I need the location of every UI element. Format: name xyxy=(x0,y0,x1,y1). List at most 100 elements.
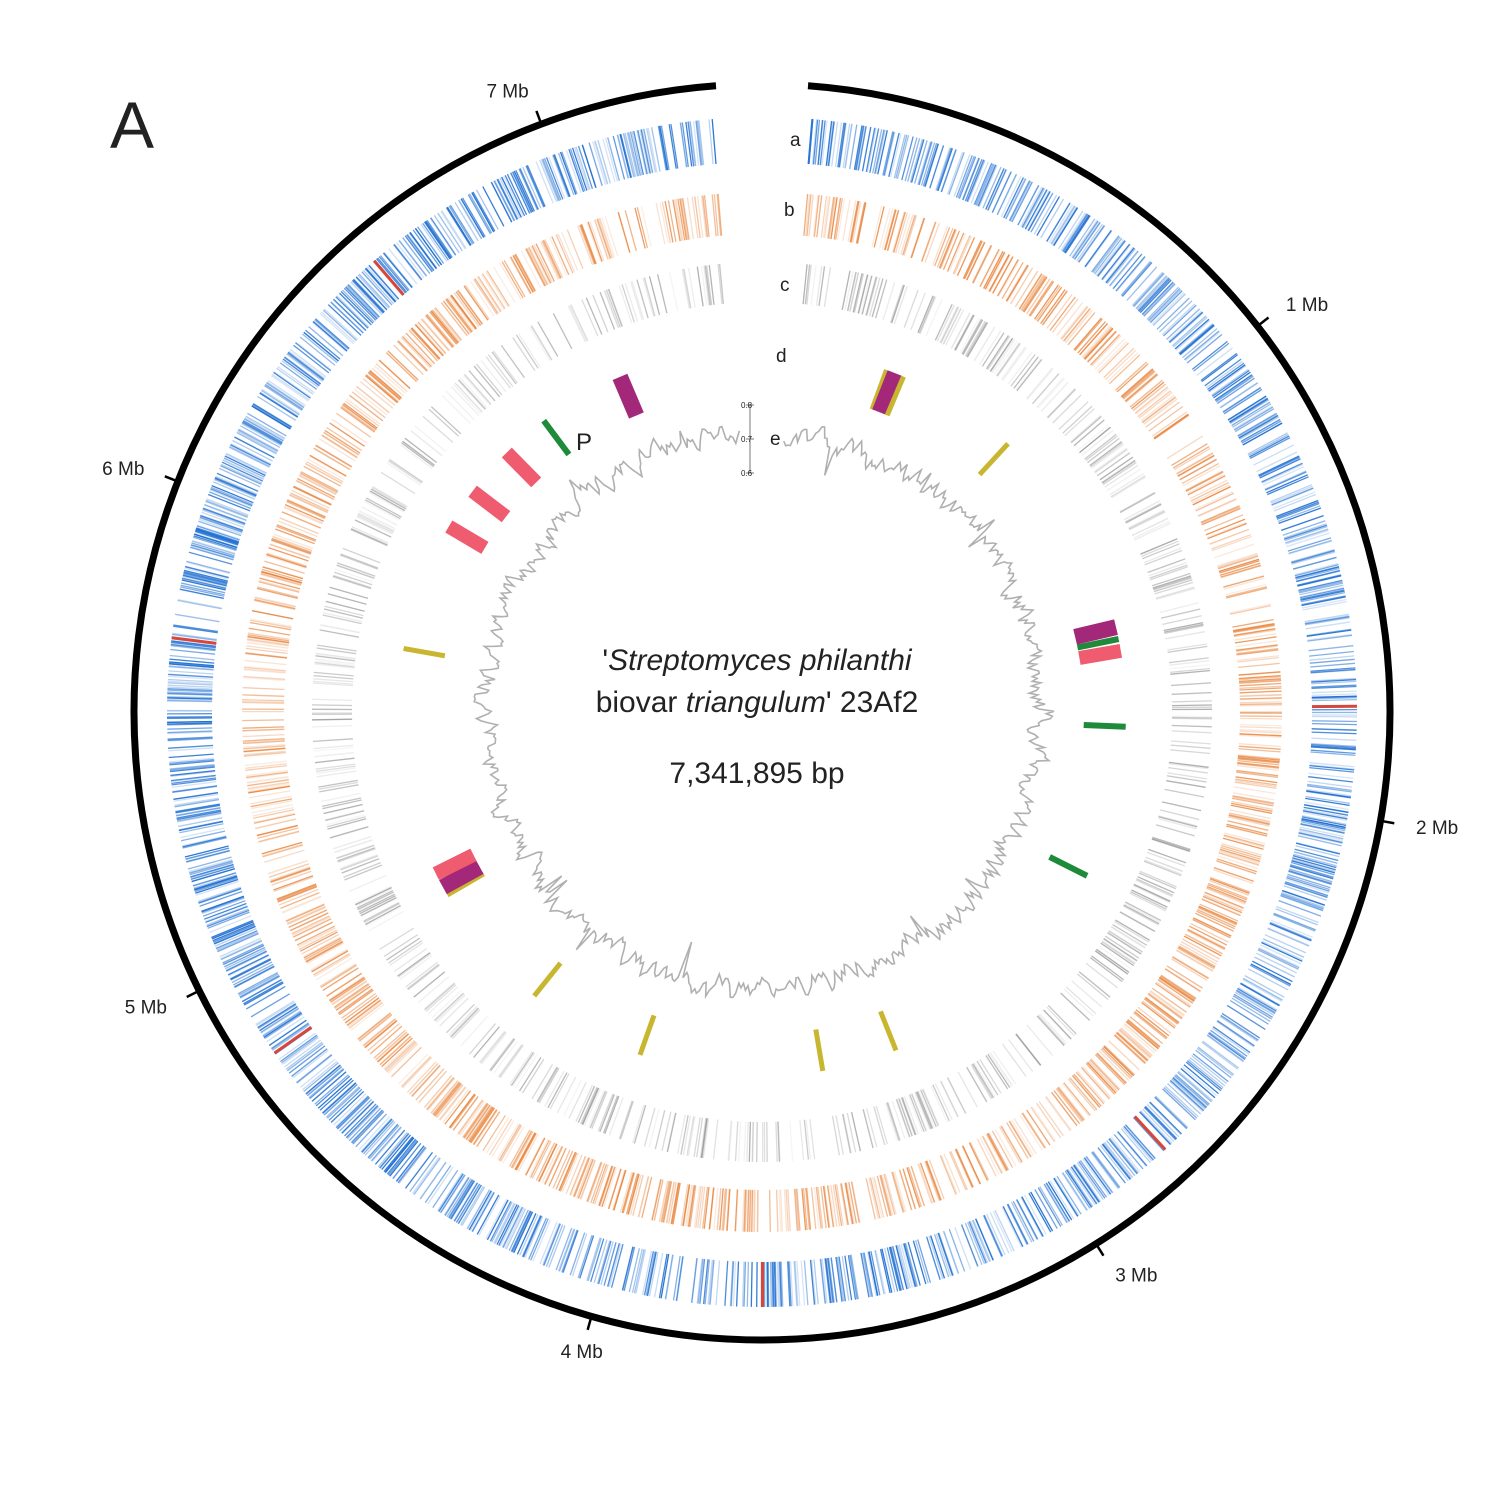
gene-mark-a xyxy=(1044,1183,1069,1223)
gene-mark-b xyxy=(956,237,976,277)
gene-mark-b xyxy=(295,480,334,501)
gene-mark-a xyxy=(1142,1108,1175,1142)
gene-mark-b xyxy=(242,728,285,732)
gene-mark-b xyxy=(892,211,905,253)
gene-mark-a xyxy=(198,520,242,537)
gene-mark-a xyxy=(948,152,965,195)
gene-mark-a xyxy=(1121,261,1152,297)
gene-mark-b xyxy=(287,906,326,926)
gene-mark-a xyxy=(646,128,657,173)
gene-mark-a xyxy=(1148,288,1182,322)
gene-mark-a xyxy=(1306,628,1352,637)
gene-mark-b xyxy=(834,1184,843,1226)
gene-mark-c xyxy=(1158,815,1198,827)
gene-mark-c xyxy=(636,279,649,319)
gene-mark-c xyxy=(405,961,438,988)
gene-mark-a xyxy=(264,384,303,411)
gene-mark-a xyxy=(1050,205,1076,245)
gene-mark-a xyxy=(872,129,883,174)
gene-mark-b xyxy=(879,1175,891,1217)
gene-mark-b xyxy=(677,198,686,241)
gene-mark-a xyxy=(1187,1058,1224,1089)
gene-mark-c xyxy=(1111,926,1146,949)
gene-mark-c xyxy=(957,1071,978,1108)
gene-mark-a xyxy=(191,867,235,883)
gene-mark-c xyxy=(314,663,355,669)
gene-mark-a xyxy=(506,173,528,216)
gene-mark-a xyxy=(224,946,266,968)
gene-mark-a xyxy=(1265,471,1307,491)
gene-mark-a xyxy=(641,129,652,174)
gene-mark-a xyxy=(1310,744,1356,749)
gene-mark-b xyxy=(1206,521,1247,539)
gene-mark-b xyxy=(296,925,335,946)
gene-mark-b xyxy=(275,528,315,545)
gene-mark-a xyxy=(1281,889,1326,906)
gene-mark-c xyxy=(480,360,507,393)
gene-mark-a xyxy=(381,1134,411,1171)
gene-mark-b xyxy=(651,1179,662,1221)
gene-mark-b xyxy=(1148,405,1184,432)
gene-mark-a xyxy=(181,582,226,594)
gene-mark-c xyxy=(618,285,633,324)
gene-mark-b xyxy=(540,241,559,280)
gene-mark-a xyxy=(672,1255,681,1301)
gene-mark-b xyxy=(306,942,345,965)
gene-mark-b xyxy=(319,963,357,987)
gene-mark-a xyxy=(1253,444,1294,466)
scale-tick-mark xyxy=(1094,1243,1105,1257)
gene-mark-b xyxy=(268,547,309,562)
gene-mark-b xyxy=(577,225,594,266)
gene-mark-a xyxy=(234,966,275,989)
gene-mark-b xyxy=(1159,976,1196,1001)
gene-mark-a xyxy=(528,1217,547,1260)
gene-mark-b xyxy=(1229,603,1271,614)
gene-mark-a xyxy=(336,1096,370,1129)
gene-mark-a xyxy=(323,1084,358,1116)
gene-mark-a xyxy=(317,1077,353,1109)
gene-mark-b xyxy=(320,964,357,988)
gene-mark-a xyxy=(1148,1102,1182,1135)
gene-mark-b xyxy=(245,647,288,655)
gene-mark-b xyxy=(1189,479,1228,500)
gene-mark-b xyxy=(561,231,579,272)
gene-mark-b xyxy=(1239,702,1282,705)
gene-mark-a xyxy=(239,975,280,999)
gene-mark-a xyxy=(167,693,213,696)
gc-content-line xyxy=(473,425,1055,1000)
gene-mark-b xyxy=(551,236,570,276)
gene-mark-b xyxy=(1230,804,1273,815)
gene-mark-c xyxy=(631,281,645,320)
cluster-block-olive xyxy=(813,1029,826,1072)
gene-mark-a xyxy=(1281,892,1325,909)
gene-mark-b xyxy=(284,505,324,524)
cluster-block-pink xyxy=(445,520,489,554)
gene-mark-a xyxy=(909,138,924,183)
gene-mark-a xyxy=(1302,811,1348,822)
gc-axis-tick-mid: 0.7 xyxy=(741,435,753,444)
gene-mark-b xyxy=(250,618,292,628)
gene-mark-a xyxy=(377,1131,408,1168)
gene-mark-b xyxy=(283,507,323,525)
gene-mark-a xyxy=(924,143,939,187)
gene-mark-b xyxy=(1215,860,1257,875)
gene-mark-a xyxy=(453,1182,479,1222)
gene-mark-c xyxy=(473,1026,500,1058)
gene-mark-b xyxy=(1108,354,1141,385)
gene-mark-c xyxy=(329,826,369,839)
gene-mark-b xyxy=(1229,604,1272,615)
gene-mark-b xyxy=(1040,289,1066,324)
gene-mark-b xyxy=(501,261,524,299)
scale-tick-mark xyxy=(164,475,179,483)
gene-mark-b xyxy=(447,297,474,332)
gene-mark-c xyxy=(873,1106,886,1146)
gene-mark-a xyxy=(1310,667,1356,672)
gene-mark-a xyxy=(508,1209,529,1251)
gene-mark-b xyxy=(660,1180,671,1223)
gene-mark-c xyxy=(417,976,450,1003)
gene-mark-b xyxy=(344,400,380,427)
gene-mark-a xyxy=(1058,210,1084,250)
gene-mark-a xyxy=(1247,968,1289,991)
gene-mark-a xyxy=(213,924,256,943)
gene-mark-a xyxy=(191,540,236,555)
